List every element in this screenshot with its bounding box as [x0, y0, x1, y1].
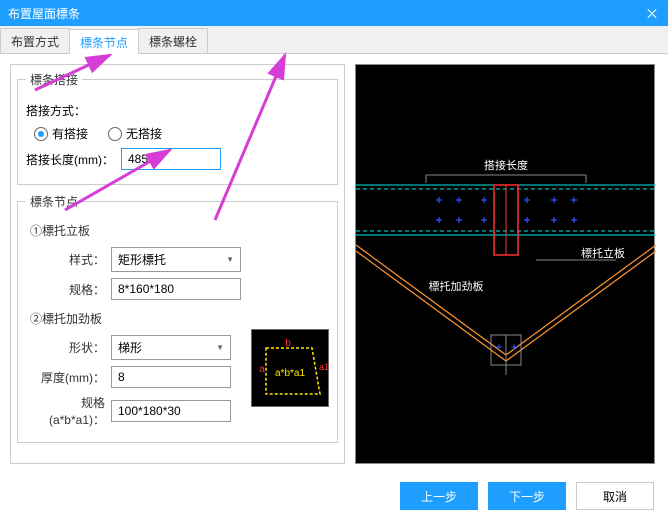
stiff-section-title: ②標托加劲板 [26, 306, 329, 329]
thickness-input[interactable] [111, 366, 231, 388]
label-plate: 標托立板 [581, 246, 625, 260]
tab-bar: 布置方式 標条节点 標条螺栓 [0, 26, 668, 54]
tab-bolt[interactable]: 標条螺栓 [138, 28, 208, 53]
next-button[interactable]: 下一步 [488, 482, 566, 510]
cancel-button[interactable]: 取消 [576, 482, 654, 510]
close-icon[interactable] [644, 5, 660, 21]
window-title: 布置屋面標条 [8, 5, 80, 22]
length-label: 搭接长度(mm)： [26, 151, 121, 168]
node-group: 標条节点 ①標托立板 样式： 矩形標托 ▼ 规格： ②標托加劲板 形状： [17, 193, 338, 443]
dim-expr: a*b*a1 [275, 368, 305, 379]
prev-button[interactable]: 上一步 [400, 482, 478, 510]
chevron-down-icon: ▼ [226, 255, 234, 264]
thick-label: 厚度(mm)： [26, 369, 111, 386]
stiff-spec-input[interactable] [111, 400, 231, 422]
radio-dot-icon [34, 127, 48, 141]
plate-section-title: ①標托立板 [26, 218, 329, 241]
radio-without-splice[interactable]: 无搭接 [108, 125, 162, 142]
method-label: 搭接方式： [26, 102, 86, 119]
label-splice-length: 搭接长度 [484, 158, 528, 172]
diagram-preview: 搭接长度 標托立板 標托加劲板 [355, 64, 655, 464]
tab-node[interactable]: 標条节点 [69, 29, 139, 54]
radio-dot-icon [108, 127, 122, 141]
node-legend: 標条节点 [26, 193, 82, 210]
title-bar: 布置屋面標条 [0, 0, 668, 26]
main-area: 標条搭接 搭接方式： 有搭接 无搭接 搭接长度(mm)： 標条节点 [0, 54, 668, 474]
label-stiffener: 標托加劲板 [429, 279, 484, 293]
radio-without-label: 无搭接 [126, 125, 162, 142]
splice-length-input[interactable] [121, 148, 221, 170]
footer: 上一步 下一步 取消 [0, 474, 668, 518]
spec-label: 规格： [26, 281, 111, 298]
spec2-label: 规格(a*b*a1)： [26, 394, 111, 428]
shape-select[interactable]: 梯形 ▼ [111, 335, 231, 360]
form-panel: 標条搭接 搭接方式： 有搭接 无搭接 搭接长度(mm)： 標条节点 [10, 64, 345, 464]
shape-label: 形状： [26, 339, 111, 356]
radio-with-label: 有搭接 [52, 125, 88, 142]
style-value: 矩形標托 [118, 251, 166, 268]
shape-preview: b a a1 a*b*a1 [251, 329, 329, 407]
length-row: 搭接长度(mm)： [26, 148, 329, 170]
shape-value: 梯形 [118, 339, 142, 356]
dim-a: a [259, 364, 265, 375]
radio-with-splice[interactable]: 有搭接 [34, 125, 88, 142]
method-radios: 有搭接 无搭接 [26, 125, 329, 142]
splice-group: 標条搭接 搭接方式： 有搭接 无搭接 搭接长度(mm)： [17, 71, 338, 185]
dim-a1: a1 [319, 362, 329, 372]
tab-layout[interactable]: 布置方式 [0, 28, 70, 53]
style-select[interactable]: 矩形標托 ▼ [111, 247, 241, 272]
splice-legend: 標条搭接 [26, 71, 82, 88]
style-label: 样式： [26, 251, 111, 268]
chevron-down-icon: ▼ [216, 343, 224, 352]
dim-b: b [285, 338, 291, 349]
plate-spec-input[interactable] [111, 278, 241, 300]
method-row: 搭接方式： [26, 102, 329, 119]
